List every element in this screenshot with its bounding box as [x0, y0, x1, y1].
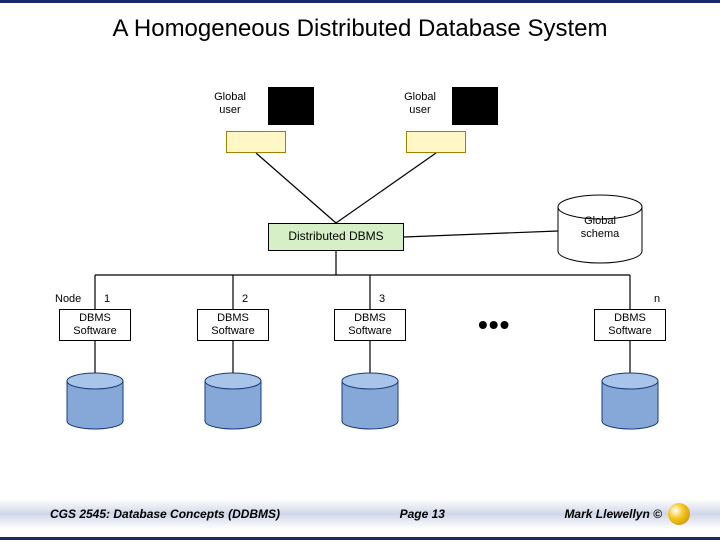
ucf-logo-icon — [668, 503, 690, 525]
diagram-canvas: Global user Global user Distributed DBMS… — [0, 3, 720, 537]
node-number: 3 — [379, 293, 385, 305]
node-number: 2 — [242, 293, 248, 305]
monitor-icon — [268, 87, 314, 125]
global-user-label: Global user — [390, 91, 450, 116]
footer-author: Mark Llewellyn © — [564, 507, 662, 521]
dbms-software-box: DBMS Software — [594, 309, 666, 341]
footer-course: CGS 2545: Database Concepts (DDBMS) — [50, 507, 280, 521]
ellipsis-icon: ••• — [478, 309, 510, 341]
monitor-stand-icon — [226, 131, 286, 153]
monitor-stand-icon — [406, 131, 466, 153]
node-heading-label: Node — [55, 293, 81, 306]
slide-footer: CGS 2545: Database Concepts (DDBMS) Page… — [0, 499, 720, 529]
global-user-label: Global user — [200, 91, 260, 116]
dbms-software-box: DBMS Software — [197, 309, 269, 341]
monitor-icon — [452, 87, 498, 125]
node-number: 1 — [104, 293, 110, 305]
dbms-software-box: DBMS Software — [334, 309, 406, 341]
node-number: n — [654, 293, 660, 305]
distributed-dbms-box: Distributed DBMS — [268, 223, 404, 251]
global-schema-label: Global schema — [576, 215, 624, 240]
footer-page: Page 13 — [400, 507, 445, 521]
dbms-software-box: DBMS Software — [59, 309, 131, 341]
